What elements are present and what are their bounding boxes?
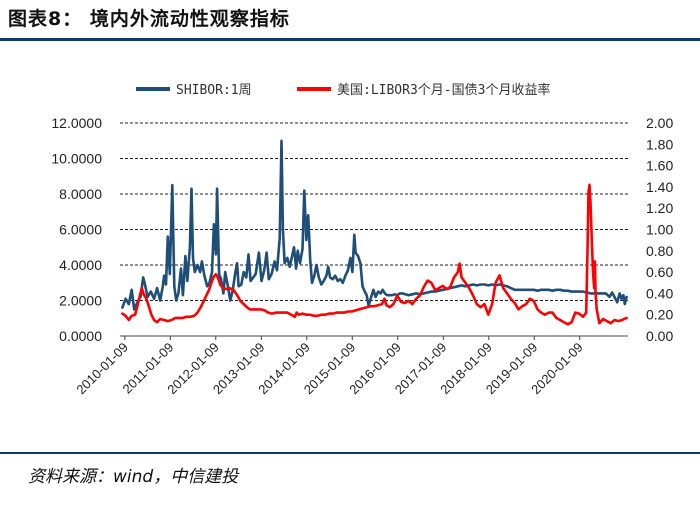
top-rule — [0, 38, 700, 41]
left-tick-label: 6.0000 — [59, 222, 102, 238]
right-tick-label: 0.40 — [646, 285, 673, 301]
right-tick-label: 0.00 — [646, 328, 673, 344]
right-y-axis: 0.00 0.20 0.40 0.60 0.80 1.00 1.20 1.40 1.60 1.80… — [646, 115, 673, 344]
left-tick-label: 8.0000 — [59, 186, 102, 202]
series-line-shibor — [121, 139, 628, 311]
line-chart: SHIBOR:1周 美国:LIBOR3个月-国债3个月收益率 0.0000 2.00… — [51, 82, 673, 397]
left-tick-label: 10.0000 — [51, 151, 102, 167]
x-axis: 2010-01-092011-01-092012-01-092013-01-09… — [73, 336, 586, 397]
legend-label: SHIBOR:1周 — [176, 83, 252, 98]
source-note: 资料来源：wind，中信建投 — [28, 467, 239, 487]
right-tick-label: 0.80 — [646, 243, 673, 259]
left-y-axis: 0.0000 2.0000 4.0000 6.0000 8.0000 10.0000 12.… — [51, 115, 102, 344]
right-tick-label: 1.40 — [646, 179, 673, 195]
right-tick-label: 1.60 — [646, 158, 673, 174]
series-line-libor-spread — [121, 183, 628, 326]
left-tick-label: 2.0000 — [59, 293, 102, 309]
legend-label: 美国:LIBOR3个月-国债3个月收益率 — [337, 82, 550, 98]
left-tick-label: 4.0000 — [59, 257, 102, 273]
right-tick-label: 1.80 — [646, 136, 673, 152]
right-tick-label: 1.20 — [646, 200, 673, 216]
chart-legend: SHIBOR:1周 美国:LIBOR3个月-国债3个月收益率 — [136, 82, 550, 98]
right-tick-label: 1.00 — [646, 222, 673, 238]
figure-title: 图表8： 境内外流动性观察指标 — [8, 8, 290, 30]
right-tick-label: 0.20 — [646, 307, 673, 323]
right-tick-label: 0.60 — [646, 264, 673, 280]
left-tick-label: 12.0000 — [51, 115, 102, 131]
left-tick-label: 0.0000 — [59, 328, 102, 344]
right-tick-label: 2.00 — [646, 115, 673, 131]
bottom-rule — [0, 452, 700, 454]
plot-area — [121, 139, 628, 326]
chart-grid — [120, 122, 628, 337]
